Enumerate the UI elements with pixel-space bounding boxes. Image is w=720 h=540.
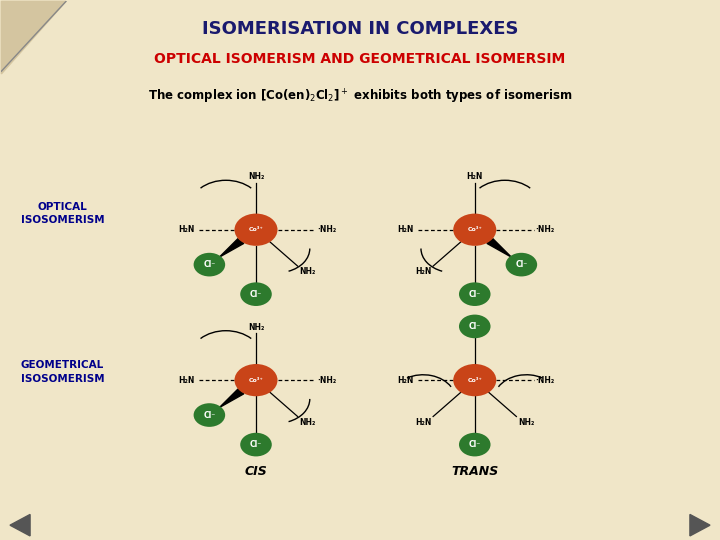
Text: H₂N: H₂N xyxy=(415,267,432,276)
Polygon shape xyxy=(220,389,244,408)
Circle shape xyxy=(194,253,225,276)
Circle shape xyxy=(459,282,490,306)
Text: H₂N: H₂N xyxy=(179,376,195,384)
Text: NH₂: NH₂ xyxy=(248,323,264,332)
Text: NH₂: NH₂ xyxy=(299,267,315,276)
Text: OPTICAL ISOMERISM AND GEOMETRICAL ISOMERSIM: OPTICAL ISOMERISM AND GEOMETRICAL ISOMER… xyxy=(154,52,566,66)
Text: Cl⁻: Cl⁻ xyxy=(250,289,262,299)
Text: NH₂: NH₂ xyxy=(518,418,534,427)
Text: ·NH₂: ·NH₂ xyxy=(536,225,555,234)
Polygon shape xyxy=(1,2,66,74)
Text: Cl⁻: Cl⁻ xyxy=(203,410,215,420)
Polygon shape xyxy=(690,515,710,536)
Circle shape xyxy=(459,433,490,456)
Text: H₂N: H₂N xyxy=(397,376,414,384)
Text: Co³⁺: Co³⁺ xyxy=(248,377,264,383)
Circle shape xyxy=(235,214,277,246)
Text: ·NH₂: ·NH₂ xyxy=(317,376,336,384)
Text: Cl⁻: Cl⁻ xyxy=(250,440,262,449)
Text: Cl⁻: Cl⁻ xyxy=(516,260,528,269)
Text: H₂N: H₂N xyxy=(467,172,483,181)
Text: NH₂: NH₂ xyxy=(299,418,315,427)
Text: The complex ion [Co(en)$_2$Cl$_2$]$^+$ exhibits both types of isomerism: The complex ion [Co(en)$_2$Cl$_2$]$^+$ e… xyxy=(148,87,572,106)
Text: Co³⁺: Co³⁺ xyxy=(248,227,264,232)
Text: ·NH₂: ·NH₂ xyxy=(536,376,555,384)
Text: H₂N: H₂N xyxy=(397,225,414,234)
Circle shape xyxy=(453,364,496,396)
Polygon shape xyxy=(487,239,511,257)
Text: Cl⁻: Cl⁻ xyxy=(469,289,481,299)
Polygon shape xyxy=(220,239,244,257)
Text: ·NH₂: ·NH₂ xyxy=(317,225,336,234)
Text: NH₂: NH₂ xyxy=(248,172,264,181)
Circle shape xyxy=(240,282,271,306)
Text: H₂N: H₂N xyxy=(179,225,195,234)
Text: CIS: CIS xyxy=(245,465,267,478)
Circle shape xyxy=(453,214,496,246)
Text: GEOMETRICAL
ISOSOMERISM: GEOMETRICAL ISOSOMERISM xyxy=(21,361,104,384)
Circle shape xyxy=(505,253,537,276)
Circle shape xyxy=(235,364,277,396)
Text: ISOMERISATION IN COMPLEXES: ISOMERISATION IN COMPLEXES xyxy=(202,20,518,38)
Circle shape xyxy=(240,433,271,456)
Circle shape xyxy=(194,403,225,427)
Text: Co³⁺: Co³⁺ xyxy=(467,227,482,232)
Text: Co³⁺: Co³⁺ xyxy=(467,377,482,383)
Text: H₂N: H₂N xyxy=(415,418,432,427)
Text: TRANS: TRANS xyxy=(451,465,498,478)
Text: OPTICAL
ISOSOMERISM: OPTICAL ISOSOMERISM xyxy=(21,202,104,225)
Polygon shape xyxy=(10,515,30,536)
Text: Cl⁻: Cl⁻ xyxy=(203,260,215,269)
Circle shape xyxy=(459,315,490,338)
Text: Cl⁻: Cl⁻ xyxy=(469,440,481,449)
Text: Cl⁻: Cl⁻ xyxy=(469,322,481,331)
